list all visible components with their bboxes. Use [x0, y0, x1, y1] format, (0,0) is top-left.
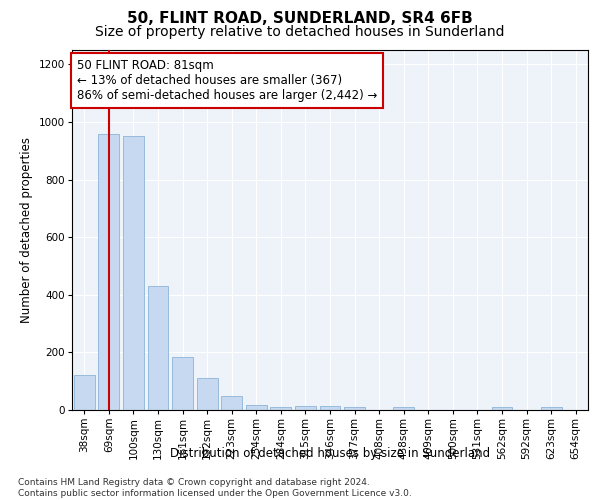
- Bar: [98, 134, 119, 410]
- Bar: [74, 376, 95, 410]
- Bar: [295, 406, 316, 410]
- Bar: [344, 407, 365, 410]
- Bar: [197, 378, 218, 410]
- Y-axis label: Number of detached properties: Number of detached properties: [20, 137, 33, 323]
- Bar: [393, 406, 414, 410]
- Bar: [123, 136, 144, 410]
- Bar: [541, 407, 562, 410]
- Bar: [148, 286, 169, 410]
- Bar: [271, 407, 292, 410]
- Bar: [172, 356, 193, 410]
- Bar: [221, 396, 242, 410]
- Bar: [320, 406, 340, 410]
- Text: Distribution of detached houses by size in Sunderland: Distribution of detached houses by size …: [170, 448, 490, 460]
- Bar: [491, 407, 512, 410]
- Text: 50 FLINT ROAD: 81sqm
← 13% of detached houses are smaller (367)
86% of semi-deta: 50 FLINT ROAD: 81sqm ← 13% of detached h…: [77, 59, 377, 102]
- Text: Contains HM Land Registry data © Crown copyright and database right 2024.
Contai: Contains HM Land Registry data © Crown c…: [18, 478, 412, 498]
- Text: Size of property relative to detached houses in Sunderland: Size of property relative to detached ho…: [95, 25, 505, 39]
- Text: 50, FLINT ROAD, SUNDERLAND, SR4 6FB: 50, FLINT ROAD, SUNDERLAND, SR4 6FB: [127, 11, 473, 26]
- Bar: [246, 405, 267, 410]
